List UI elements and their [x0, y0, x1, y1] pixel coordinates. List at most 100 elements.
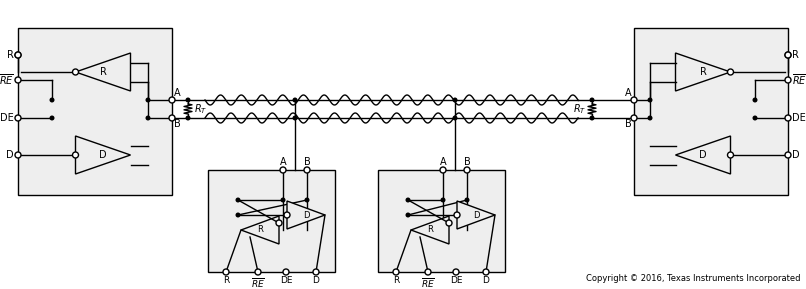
Circle shape — [453, 269, 459, 275]
Text: $\overline{RE}$: $\overline{RE}$ — [421, 276, 435, 289]
Circle shape — [647, 116, 653, 121]
Polygon shape — [287, 201, 325, 229]
Text: R: R — [100, 67, 106, 77]
Polygon shape — [76, 53, 131, 91]
Text: B: B — [463, 157, 471, 167]
Circle shape — [15, 115, 21, 121]
Text: D: D — [6, 150, 14, 160]
Circle shape — [785, 52, 791, 58]
Text: B: B — [304, 157, 310, 167]
Text: R: R — [257, 225, 263, 234]
Circle shape — [405, 212, 410, 218]
Bar — [18, 28, 172, 195]
Circle shape — [785, 52, 791, 58]
Circle shape — [452, 97, 458, 103]
Text: D: D — [699, 150, 707, 160]
Text: $\overline{RE}$: $\overline{RE}$ — [251, 276, 265, 289]
Circle shape — [15, 77, 21, 83]
Circle shape — [73, 69, 78, 75]
Circle shape — [73, 152, 78, 158]
Polygon shape — [76, 136, 131, 174]
Circle shape — [425, 269, 431, 275]
Circle shape — [15, 52, 21, 58]
Circle shape — [146, 97, 151, 103]
Polygon shape — [457, 201, 495, 229]
Circle shape — [313, 269, 319, 275]
Circle shape — [49, 116, 55, 121]
Circle shape — [452, 116, 458, 121]
Circle shape — [405, 197, 410, 203]
Circle shape — [785, 115, 791, 121]
Text: D: D — [313, 276, 319, 285]
Text: $R_T$: $R_T$ — [572, 102, 586, 116]
Circle shape — [454, 212, 460, 218]
Text: A: A — [280, 157, 286, 167]
Circle shape — [280, 197, 285, 203]
Circle shape — [589, 116, 595, 121]
Circle shape — [440, 167, 446, 173]
Text: D: D — [792, 150, 800, 160]
Circle shape — [293, 97, 297, 103]
Text: $\overline{RE}$: $\overline{RE}$ — [0, 73, 14, 87]
Circle shape — [293, 116, 297, 121]
Circle shape — [753, 116, 758, 121]
Circle shape — [647, 97, 653, 103]
Circle shape — [146, 116, 151, 121]
Circle shape — [255, 269, 261, 275]
Text: $R_T$: $R_T$ — [194, 102, 207, 116]
Circle shape — [235, 212, 240, 218]
Text: D: D — [483, 276, 489, 285]
Text: A: A — [625, 88, 632, 98]
Circle shape — [589, 97, 595, 103]
Circle shape — [785, 77, 791, 83]
Text: R: R — [7, 50, 14, 60]
Circle shape — [446, 220, 452, 226]
Circle shape — [284, 212, 290, 218]
Circle shape — [753, 97, 758, 103]
Circle shape — [728, 69, 733, 75]
Polygon shape — [411, 216, 449, 244]
Text: A: A — [174, 88, 181, 98]
Text: R: R — [700, 67, 706, 77]
Circle shape — [631, 97, 637, 103]
Circle shape — [483, 269, 489, 275]
Text: B: B — [174, 119, 181, 129]
Text: Copyright © 2016, Texas Instruments Incorporated: Copyright © 2016, Texas Instruments Inco… — [585, 274, 800, 283]
Circle shape — [169, 115, 175, 121]
Text: DE: DE — [792, 113, 806, 123]
Polygon shape — [675, 136, 730, 174]
Bar — [634, 28, 788, 195]
Text: DE: DE — [0, 113, 14, 123]
Text: A: A — [440, 157, 447, 167]
Circle shape — [464, 197, 470, 203]
Text: R: R — [223, 276, 229, 285]
Text: D: D — [473, 210, 480, 220]
Circle shape — [283, 269, 289, 275]
Text: D: D — [99, 150, 107, 160]
Circle shape — [169, 97, 175, 103]
Circle shape — [304, 167, 310, 173]
Text: R: R — [792, 50, 799, 60]
Text: D: D — [303, 210, 310, 220]
Circle shape — [305, 197, 310, 203]
Text: DE: DE — [450, 276, 463, 285]
Polygon shape — [241, 216, 279, 244]
Circle shape — [15, 52, 21, 58]
Circle shape — [49, 97, 55, 103]
Circle shape — [185, 116, 190, 121]
Text: R: R — [427, 225, 433, 234]
Bar — [378, 170, 505, 272]
Polygon shape — [675, 53, 730, 91]
Text: R: R — [393, 276, 399, 285]
Text: $\overline{RE}$: $\overline{RE}$ — [792, 73, 806, 87]
Circle shape — [276, 220, 282, 226]
Circle shape — [223, 269, 229, 275]
Text: DE: DE — [280, 276, 293, 285]
Circle shape — [235, 197, 240, 203]
Circle shape — [464, 167, 470, 173]
Circle shape — [15, 152, 21, 158]
Text: B: B — [625, 119, 632, 129]
Circle shape — [185, 97, 190, 103]
Bar — [208, 170, 335, 272]
Circle shape — [785, 152, 791, 158]
